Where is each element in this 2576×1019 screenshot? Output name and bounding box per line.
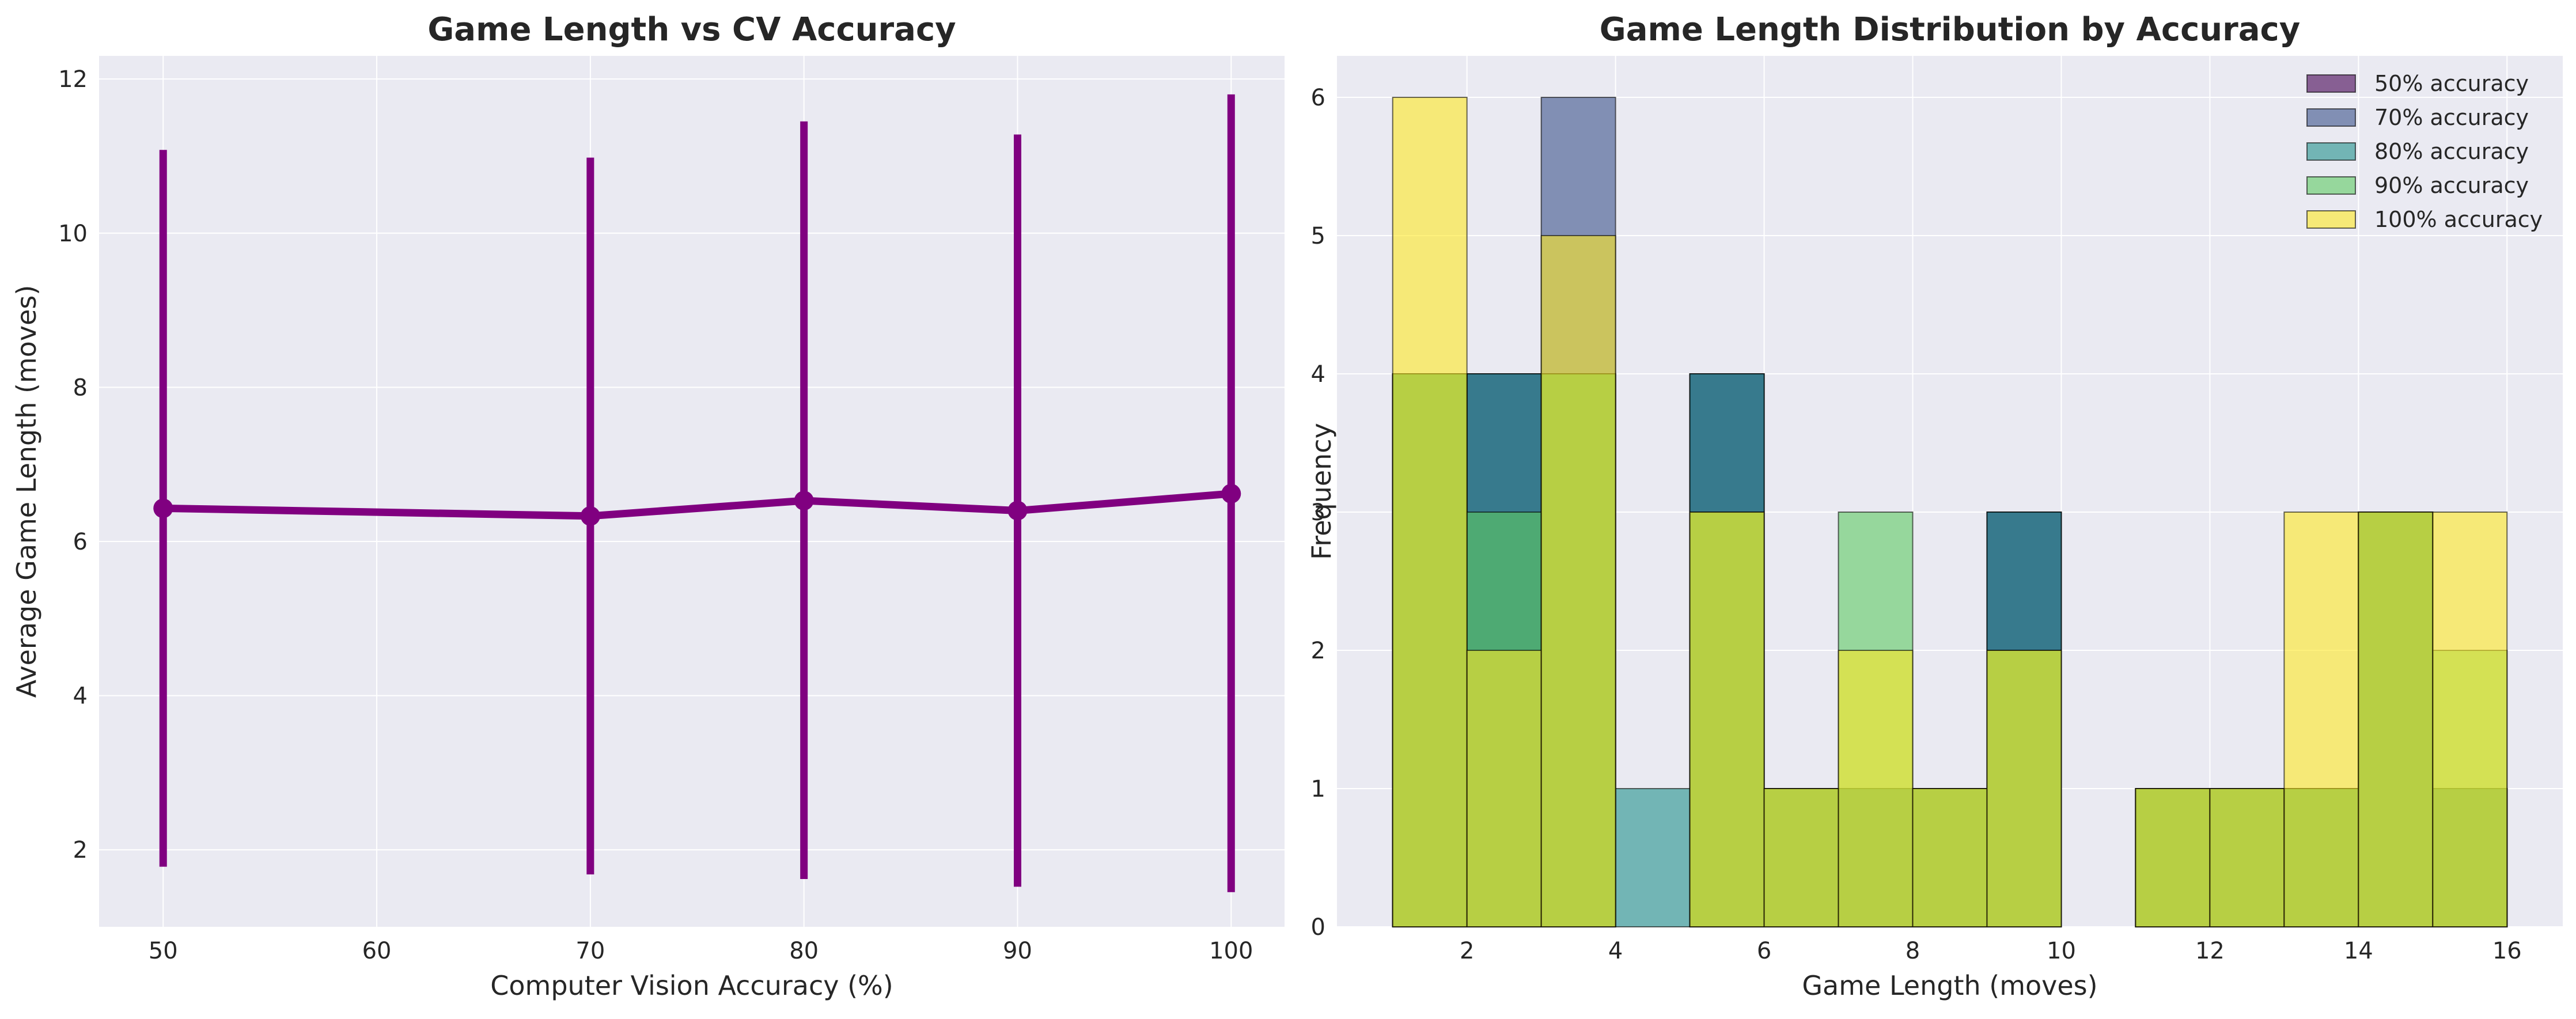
left-x-tick-label: 70 [575,938,605,964]
data-point [580,506,600,526]
left-chart-title: Game Length vs CV Accuracy [427,11,956,48]
right-chart-marks [1392,97,2508,927]
right-y-tick-label: 1 [1311,776,1325,802]
histogram-bar [1466,650,1542,927]
legend-swatch [2306,210,2356,229]
histogram-bar [2209,788,2285,927]
data-point [1221,484,1241,504]
legend-swatch [2306,74,2356,93]
legend-label: 100% accuracy [2374,207,2543,232]
left-y-tick-label: 10 [58,221,88,247]
right-chart-title: Game Length Distribution by Accuracy [1600,11,2300,48]
histogram-bar [2432,512,2508,927]
left-x-axis-label: Computer Vision Accuracy (%) [490,970,893,1001]
data-point [153,498,173,518]
right-x-tick-label: 16 [2492,938,2522,964]
histogram-bar [1986,650,2062,927]
legend-label: 90% accuracy [2374,173,2529,198]
left-x-tick-label: 60 [362,938,392,964]
right-y-tick-label: 2 [1311,638,1325,664]
left-y-tick-label: 4 [73,683,88,710]
right-x-tick-label: 14 [2344,938,2373,964]
data-point [794,491,814,511]
left-tick-labels: 50 60 70 80 90 100 2 4 6 8 10 12 [58,66,1253,964]
left-x-tick-label: 80 [789,938,819,964]
right-x-axis-label: Game Length (moves) [1802,970,2097,1001]
histogram-bar [2283,512,2359,927]
histogram-bar [1912,788,1988,927]
histogram-bar [2135,788,2211,927]
left-y-tick-label: 2 [73,837,88,863]
left-y-tick-label: 6 [73,529,88,555]
left-x-tick-label: 50 [149,938,178,964]
legend: 50% accuracy 70% accuracy 80% accuracy 90% … [2306,71,2543,232]
right-y-tick-label: 6 [1311,85,1325,111]
left-x-tick-label: 100 [1209,938,1253,964]
right-x-tick-label: 6 [1757,938,1771,964]
left-plot-area [99,56,1285,927]
left-chart: 50 60 70 80 90 100 2 4 6 8 10 12 Game Length vs CV … [11,11,1285,1001]
legend-label: 70% accuracy [2374,105,2529,130]
histogram-bar [2358,512,2434,927]
histogram-bar [1763,788,1839,927]
left-y-tick-label: 12 [58,66,88,93]
right-x-tick-label: 12 [2195,938,2225,964]
right-x-tick-label: 8 [1906,938,1920,964]
right-y-tick-label: 3 [1311,499,1325,526]
histogram-bar [1689,512,1765,927]
right-x-tick-label: 10 [2047,938,2076,964]
right-x-tick-label: 4 [1608,938,1623,964]
histogram-bar [1540,235,1616,927]
right-y-axis-label: Frequency [1306,423,1337,560]
left-chart-marks [153,94,1241,892]
legend-swatch [2306,142,2356,161]
right-x-tick-label: 2 [1460,938,1474,964]
data-point [1007,501,1028,521]
right-y-tick-label: 5 [1311,223,1325,249]
legend-swatch [2306,108,2356,127]
legend-label: 50% accuracy [2374,71,2529,96]
right-y-tick-label: 4 [1311,361,1325,388]
legend-label: 80% accuracy [2374,139,2529,164]
histogram-bar [1838,650,1914,927]
right-y-tick-label: 0 [1311,914,1325,941]
histogram-bar [1392,97,1468,927]
histogram-bar [1615,788,1691,927]
left-y-tick-label: 8 [73,374,88,401]
left-y-axis-label: Average Game Length (moves) [11,285,42,698]
legend-swatch [2306,176,2356,195]
left-x-tick-label: 90 [1003,938,1032,964]
